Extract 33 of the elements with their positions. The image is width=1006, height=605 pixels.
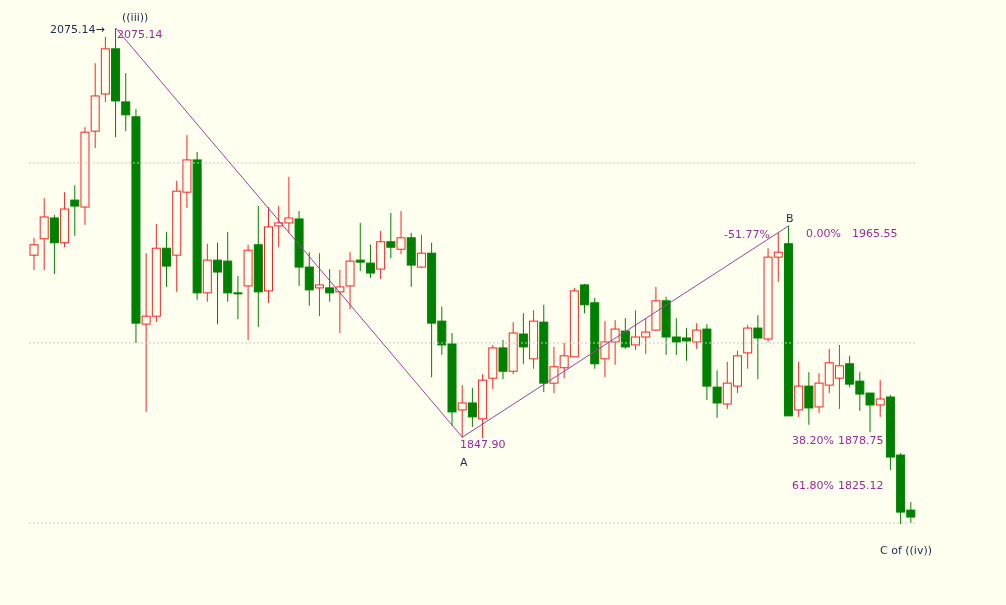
candlestick bbox=[610, 319, 620, 366]
annotation: 1878.75 bbox=[838, 434, 884, 447]
candlestick bbox=[518, 312, 528, 365]
annotation: 0.00% bbox=[806, 227, 841, 240]
candlestick bbox=[416, 234, 426, 269]
candlestick bbox=[314, 252, 324, 317]
candlestick bbox=[39, 197, 49, 271]
annotation: 2075.14→ bbox=[50, 23, 105, 36]
candlestick bbox=[396, 210, 406, 255]
candlestick bbox=[692, 322, 702, 350]
annotation: A bbox=[460, 456, 468, 469]
candlestick bbox=[498, 339, 508, 380]
text: C of ((iv)) bbox=[880, 544, 933, 557]
annotation: 2075.14 bbox=[117, 28, 163, 41]
candlestick bbox=[325, 268, 335, 303]
candlestick bbox=[794, 361, 804, 418]
annotation: 1847.90 bbox=[460, 438, 506, 451]
candlestick bbox=[875, 379, 885, 418]
candlestick bbox=[70, 184, 80, 237]
candlestick bbox=[457, 384, 467, 438]
candlestick bbox=[804, 371, 814, 426]
candlestick bbox=[29, 237, 39, 271]
text: ((iii)) bbox=[122, 11, 149, 24]
annotation: 61.80% bbox=[792, 479, 834, 492]
candlestick bbox=[467, 387, 477, 428]
candlestick bbox=[162, 231, 172, 288]
annotation: -51.77% bbox=[724, 228, 770, 241]
annotation: 1825.12 bbox=[838, 479, 884, 492]
annotation: B bbox=[786, 212, 794, 225]
annotation: 38.20% bbox=[792, 434, 834, 447]
annotation: 1965.55 bbox=[852, 227, 898, 240]
candlestick bbox=[386, 212, 396, 259]
candlestick bbox=[753, 314, 763, 380]
